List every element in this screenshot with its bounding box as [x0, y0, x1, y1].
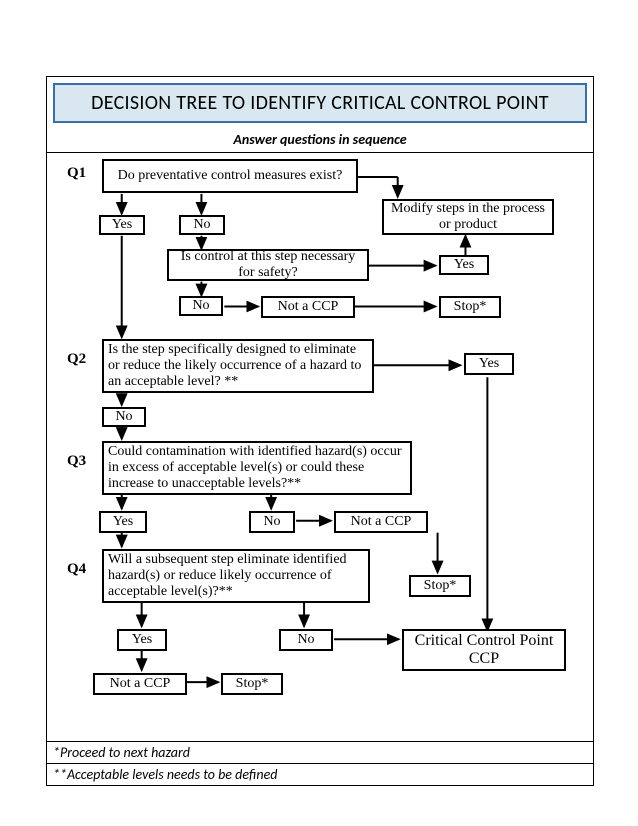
- q2-yes: Yes: [464, 353, 514, 375]
- diagram-frame: DECISION TREE TO IDENTIFY CRITICAL CONTR…: [46, 76, 594, 786]
- q3-label: Q3: [67, 453, 86, 470]
- q1-yes: Yes: [99, 215, 145, 235]
- q1-label: Q1: [67, 165, 86, 182]
- q2-box: Is the step specifically designed to eli…: [102, 339, 374, 393]
- footnote-2: **Acceptable levels needs to be defined: [47, 763, 593, 785]
- q3-box: Could contamination with identified haza…: [102, 441, 412, 495]
- q4-label: Q4: [67, 561, 86, 578]
- q4-not-ccp: Not a CCP: [93, 673, 187, 695]
- q1-box: Do preventative control measures exist?: [102, 159, 358, 193]
- q1-no: No: [179, 215, 225, 235]
- ctrl-stop: Stop*: [439, 296, 501, 318]
- q3-stop: Stop*: [409, 575, 471, 597]
- ctrl-not-ccp: Not a CCP: [261, 296, 355, 318]
- footnote-1: *Proceed to next hazard: [47, 741, 593, 763]
- q3-no: No: [249, 511, 295, 533]
- q4-box: Will a subsequent step eliminate identif…: [102, 549, 370, 603]
- q2-no: No: [102, 407, 146, 427]
- q4-no: No: [279, 629, 333, 651]
- q3-yes: Yes: [99, 511, 147, 533]
- control-necessary-box: Is control at this step necessary for sa…: [167, 249, 369, 281]
- q4-stop: Stop*: [221, 673, 283, 695]
- title-bar: DECISION TREE TO IDENTIFY CRITICAL CONTR…: [53, 83, 587, 123]
- subtitle: Answer questions in sequence: [47, 129, 593, 153]
- q4-yes: Yes: [117, 629, 167, 651]
- q2-label: Q2: [67, 351, 86, 368]
- modify-box: Modify steps in the process or product: [382, 199, 554, 235]
- flowchart-canvas: Q1 Do preventative control measures exis…: [47, 153, 593, 741]
- ccp-box: Critical Control Point CCP: [402, 629, 566, 671]
- ctrl-no: No: [179, 296, 223, 316]
- q3-not-ccp: Not a CCP: [334, 511, 428, 533]
- ctrl-yes: Yes: [439, 255, 489, 275]
